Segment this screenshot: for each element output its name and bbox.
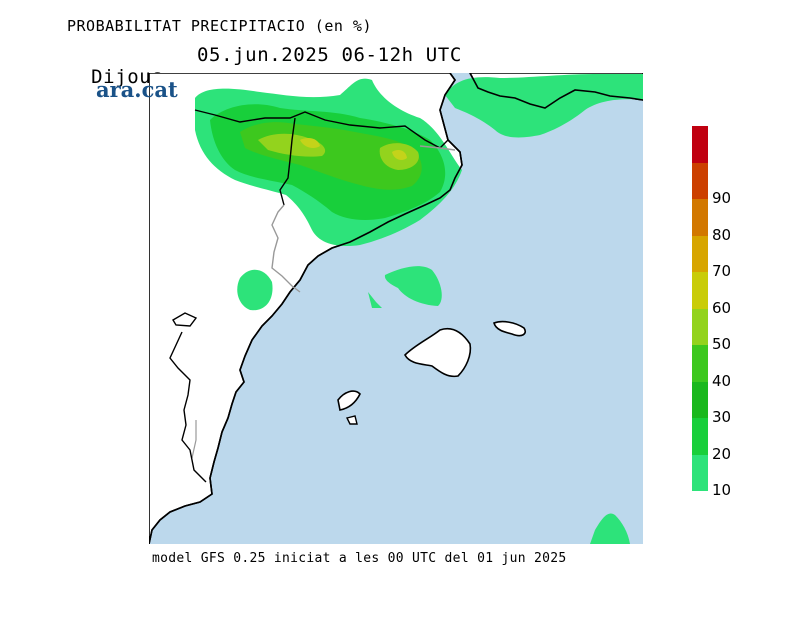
model-info-footer: model GFS 0.25 iniciat a les 00 UTC del … [152,551,567,566]
map-title: PROBABILITAT PRECIPITACIO (en %) [67,17,372,35]
legend-swatch [692,235,708,272]
forecast-day: Dijous [91,66,164,88]
legend-label: 80 [712,225,732,244]
forecast-datetime: 05.jun.2025 06-12h UTC [197,44,462,66]
precip-50-area [300,138,407,160]
mallorca [404,328,472,378]
legend-swatch [692,454,708,491]
legend-label: 10 [712,481,732,499]
map-subtitle: Dijous 05.jun.2025 06-12h UTC [67,44,461,110]
legend-swatch [692,345,708,382]
regional-border [271,145,456,293]
legend-label: 90 [712,189,732,207]
legend-swatch [692,272,708,309]
legend-label: 20 [712,444,732,463]
france-coastline [469,73,643,109]
legend-label: 60 [712,298,732,317]
inland-border [191,420,197,459]
legend-swatch [692,381,708,418]
legend-label: 30 [712,408,732,426]
country-border [194,109,449,149]
menorca [493,320,527,337]
formentera [345,415,358,425]
aracat-logo[interactable]: ara.cat [96,77,178,102]
inland-coast-detail [169,312,207,483]
legend-swatch [692,418,708,455]
legend-label: 50 [712,335,732,353]
legend-swatch [692,199,708,236]
coastline [149,73,463,544]
legend-swatch [692,162,708,199]
legend-swatch [692,126,708,163]
legend-swatch [692,308,708,345]
legend-label: 70 [712,262,732,280]
legend-label: 40 [712,371,732,390]
aragon-border [279,117,296,206]
eivissa [337,390,361,411]
